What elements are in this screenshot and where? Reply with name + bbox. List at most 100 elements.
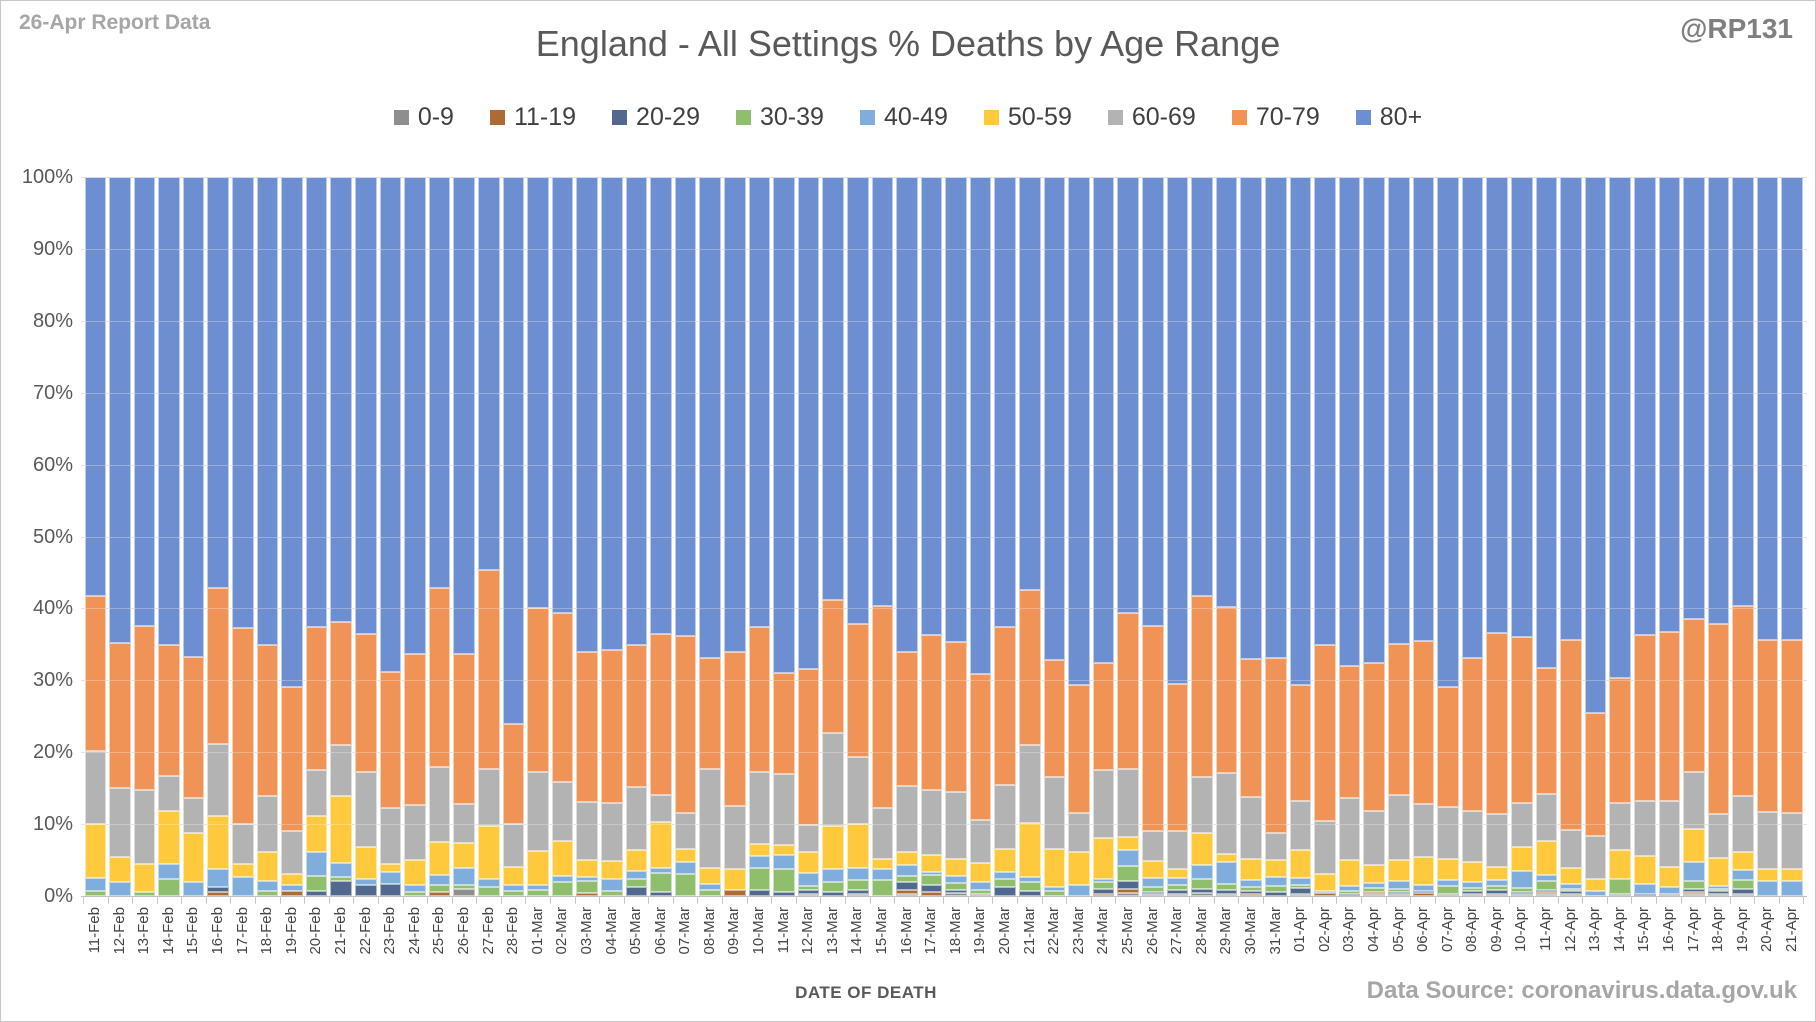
bar-segment xyxy=(650,177,672,635)
bar-segment xyxy=(428,177,451,588)
y-axis-label: 0% xyxy=(44,885,73,907)
bar-segment xyxy=(576,860,598,878)
x-axis-label: 22-Mar xyxy=(1045,907,1063,955)
bar-segment xyxy=(920,875,943,885)
bar-segment xyxy=(1756,811,1779,869)
legend-swatch-icon xyxy=(1355,110,1371,125)
bar-segment xyxy=(945,883,967,890)
bar-segment xyxy=(1019,823,1041,878)
x-tick xyxy=(894,896,919,904)
bar-segment xyxy=(1609,802,1631,851)
bar-segment xyxy=(1658,631,1681,802)
bar-segment xyxy=(625,850,648,871)
bar-segment xyxy=(232,876,254,896)
x-axis-label: 14-Mar xyxy=(848,907,866,955)
bar-segment xyxy=(1166,831,1189,870)
bar-segment xyxy=(920,177,943,636)
legend-item: 70-79 xyxy=(1231,103,1320,132)
bar-segment xyxy=(453,804,475,843)
bar-segment xyxy=(379,883,402,896)
x-axis-label: 14-Feb xyxy=(159,907,177,955)
bar-segment xyxy=(625,870,648,880)
bar-column xyxy=(576,177,598,896)
x-tick xyxy=(1459,896,1484,904)
bar-segment xyxy=(871,808,894,860)
bar-segment xyxy=(1510,637,1533,803)
bar-segment xyxy=(748,844,771,856)
bar-column xyxy=(109,177,131,896)
bar-segment xyxy=(625,786,648,850)
bar-segment xyxy=(182,177,205,657)
bar-segment xyxy=(994,784,1017,850)
bar-segment xyxy=(1338,891,1361,894)
bar-segment xyxy=(1535,793,1558,842)
bar-segment xyxy=(109,857,131,883)
bar-segment xyxy=(1756,880,1779,896)
bar-segment xyxy=(1363,864,1385,884)
bar-column xyxy=(1633,177,1656,896)
x-axis-label: 27-Mar xyxy=(1168,907,1186,955)
bar-segment xyxy=(994,887,1017,896)
bar-column xyxy=(723,177,746,896)
x-tick xyxy=(1385,896,1411,904)
x-tick xyxy=(1582,896,1607,904)
bar-segment xyxy=(478,177,500,570)
bar-segment xyxy=(846,177,869,625)
bar-segment xyxy=(1609,177,1631,678)
bar-segment xyxy=(1732,870,1754,881)
bar-segment xyxy=(1240,880,1262,887)
bar-segment xyxy=(773,844,795,856)
bar-segment xyxy=(1314,873,1336,892)
x-axis-label: 10-Apr xyxy=(1512,907,1530,953)
bar-segment xyxy=(920,884,943,893)
bar-segment xyxy=(330,796,353,863)
bar-segment xyxy=(1215,606,1238,774)
bar-segment xyxy=(748,177,771,628)
bar-segment xyxy=(1289,887,1312,894)
bar-segment xyxy=(1732,851,1754,871)
x-axis-label: 07-Mar xyxy=(676,907,694,955)
bar-segment xyxy=(699,177,721,659)
bar-segment xyxy=(281,873,303,885)
bar-column xyxy=(600,177,623,896)
bar-segment xyxy=(1486,177,1508,634)
bar-segment xyxy=(1707,894,1730,896)
bar-column xyxy=(748,177,771,896)
x-tick xyxy=(795,896,821,904)
bar-segment xyxy=(1191,596,1213,778)
bar-segment xyxy=(1461,657,1484,812)
bar-column xyxy=(1535,176,1558,896)
bar-segment xyxy=(1338,798,1361,860)
bar-segment xyxy=(1461,861,1484,882)
bar-column xyxy=(650,177,672,896)
bar-segment xyxy=(576,801,598,861)
bar-segment xyxy=(1166,884,1189,890)
bar-segment xyxy=(1338,859,1361,887)
x-axis-label: 15-Feb xyxy=(184,907,202,955)
bar-segment xyxy=(1117,888,1140,894)
y-axis-label: 60% xyxy=(32,453,73,476)
legend-label: 20-29 xyxy=(636,103,700,131)
bar-segment xyxy=(1289,878,1312,886)
bar-segment xyxy=(969,893,992,896)
bar-segment xyxy=(896,785,918,853)
bar-segment xyxy=(846,879,869,890)
bar-segment xyxy=(1240,177,1262,659)
bar-segment xyxy=(404,177,426,654)
bar-segment xyxy=(1535,874,1558,881)
bar-segment xyxy=(232,824,254,864)
bar-segment xyxy=(1633,635,1656,802)
bar-segment xyxy=(1240,796,1262,860)
bar-segment xyxy=(1732,880,1754,889)
bar-segment xyxy=(1535,176,1558,668)
bar-segment xyxy=(920,635,943,791)
bar-segment xyxy=(945,858,967,876)
bar-segment xyxy=(1265,877,1287,886)
x-tick xyxy=(1778,896,1805,904)
legend-swatch-icon xyxy=(736,110,751,125)
bar-segment xyxy=(1486,633,1508,814)
bar-segment xyxy=(723,890,746,896)
bar-column xyxy=(773,177,795,896)
bar-column xyxy=(822,177,844,896)
x-tick xyxy=(1115,896,1140,904)
